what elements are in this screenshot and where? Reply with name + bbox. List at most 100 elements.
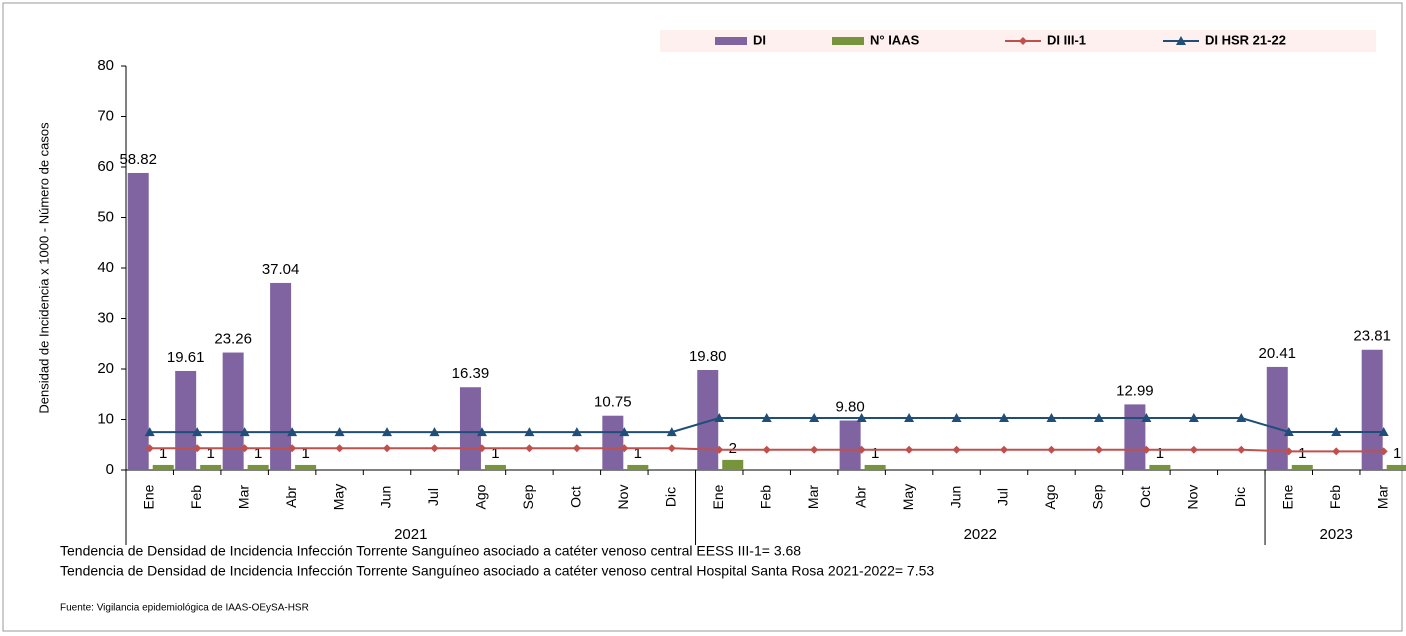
line-marker	[905, 445, 914, 454]
line-marker	[1283, 426, 1294, 436]
data-label: 1	[301, 445, 309, 462]
line-marker	[1093, 412, 1104, 422]
line-marker	[525, 444, 534, 453]
line-marker	[1141, 412, 1152, 422]
bar	[459, 387, 481, 470]
line-marker	[1142, 445, 1151, 454]
group-label: 2022	[964, 526, 997, 543]
data-label: 1	[207, 445, 215, 462]
x-tick-label: Oct	[1137, 486, 1153, 508]
data-label: 19.61	[167, 349, 205, 366]
line-marker	[620, 444, 629, 453]
bar	[1291, 464, 1313, 470]
line-marker	[667, 444, 676, 453]
source: Fuente: Vigilancia epidemiológica de IAA…	[60, 603, 309, 614]
legend-label: DI HSR 21-22	[1205, 32, 1286, 47]
data-label: 16.39	[452, 365, 490, 382]
bar	[722, 459, 744, 470]
data-label: 37.04	[262, 261, 300, 278]
line-marker	[334, 427, 345, 437]
line-marker	[382, 427, 393, 437]
bar	[247, 464, 269, 470]
data-label: 58.82	[119, 151, 157, 168]
line-marker	[144, 427, 155, 437]
legend-label: DI	[753, 32, 766, 47]
data-label: 23.81	[1353, 328, 1391, 345]
line-marker	[1046, 412, 1057, 422]
x-tick-label: Ene	[1279, 484, 1295, 509]
bar	[175, 370, 197, 470]
line-marker	[476, 427, 487, 437]
line-marker	[1019, 37, 1027, 45]
x-tick-label: Oct	[568, 486, 584, 508]
x-tick-label: May	[900, 484, 916, 510]
y-tick-label: 30	[97, 309, 114, 326]
line-marker	[524, 427, 535, 437]
x-tick-label: Nov	[1185, 485, 1201, 510]
data-label: 2	[729, 440, 737, 457]
line-marker	[145, 444, 154, 453]
data-label: 1	[159, 445, 167, 462]
data-label: 20.41	[1258, 345, 1296, 362]
bar	[222, 352, 244, 470]
line-marker	[1332, 447, 1341, 456]
bar	[200, 464, 222, 470]
y-tick-label: 20	[97, 360, 114, 377]
group-label: 2021	[394, 526, 427, 543]
line-marker	[951, 412, 962, 422]
x-tick-label: Mar	[805, 485, 821, 509]
x-tick-label: Jul	[995, 488, 1011, 506]
legend-swatch	[715, 37, 747, 45]
line-marker	[1047, 445, 1056, 454]
data-label: 12.99	[1116, 382, 1154, 399]
x-tick-label: Sep	[1090, 484, 1106, 509]
line-marker	[1176, 36, 1186, 45]
data-label: 1	[1393, 445, 1401, 462]
x-tick-label: Ago	[473, 484, 489, 509]
y-tick-label: 0	[106, 461, 114, 478]
data-label: 9.80	[836, 398, 865, 415]
line-marker	[192, 427, 203, 437]
line-marker	[287, 427, 298, 437]
line-marker	[619, 427, 630, 437]
line-marker	[810, 445, 819, 454]
bar	[270, 282, 292, 470]
bar	[1124, 404, 1146, 470]
bar	[1149, 464, 1171, 470]
x-tick-label: Ago	[1042, 484, 1058, 509]
data-label: 1	[254, 445, 262, 462]
line-marker	[1378, 426, 1389, 436]
line-marker	[239, 427, 250, 437]
line-marker	[715, 445, 724, 454]
note: Tendencia de Densidad de Incidencia Infe…	[60, 543, 801, 559]
x-tick-label: Jun	[947, 486, 963, 509]
line-marker	[999, 412, 1010, 422]
x-tick-label: Jul	[425, 488, 441, 506]
line-marker	[904, 412, 915, 422]
bar	[697, 370, 719, 470]
line-marker	[193, 444, 202, 453]
line-marker	[1236, 412, 1247, 422]
x-tick-label: Feb	[757, 485, 773, 509]
line-marker	[762, 445, 771, 454]
bar	[1361, 349, 1383, 470]
line-marker	[1094, 445, 1103, 454]
y-axis-label: Densidad de Incidencia x 1000 - Número d…	[36, 122, 51, 414]
line-marker	[335, 444, 344, 453]
data-label: 1	[491, 445, 499, 462]
y-tick-label: 70	[97, 107, 114, 124]
data-label: 10.75	[594, 394, 632, 411]
line-marker	[857, 445, 866, 454]
note: Tendencia de Densidad de Incidencia Infe…	[60, 563, 934, 579]
x-tick-label: Dic	[662, 487, 678, 507]
y-tick-label: 40	[97, 259, 114, 276]
line-marker	[383, 444, 392, 453]
y-tick-label: 80	[97, 57, 114, 74]
x-tick-label: Dic	[1232, 487, 1248, 507]
line-marker	[240, 444, 249, 453]
line-marker	[1237, 445, 1246, 454]
bar	[864, 464, 886, 470]
line-marker	[714, 412, 725, 422]
line-marker	[1000, 445, 1009, 454]
line-marker	[1189, 445, 1198, 454]
